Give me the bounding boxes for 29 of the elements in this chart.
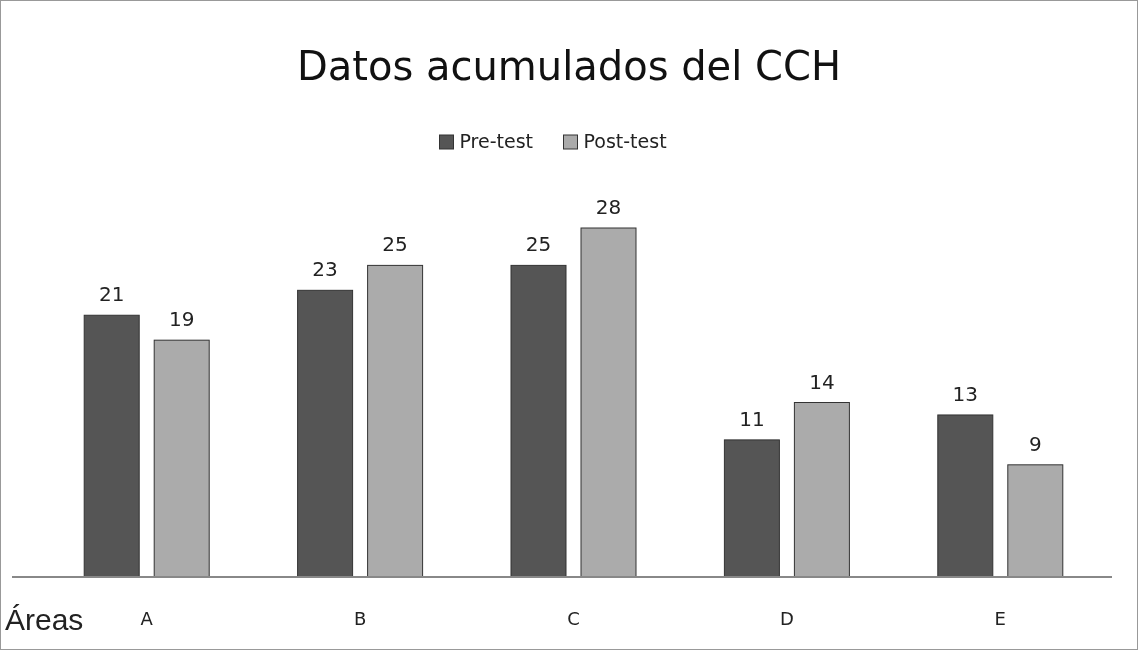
x-axis-title: Áreas xyxy=(5,603,84,636)
legend-label: Pre-test xyxy=(459,130,534,152)
data-label: 19 xyxy=(168,307,195,332)
data-label: 11 xyxy=(739,406,765,431)
bar xyxy=(723,439,780,578)
bar xyxy=(1007,464,1064,578)
data-label: 23 xyxy=(312,257,338,282)
bar xyxy=(367,264,424,578)
x-tick-label: C xyxy=(567,608,580,629)
bar xyxy=(793,402,850,578)
data-label: 28 xyxy=(595,195,622,219)
x-tick-label: E xyxy=(994,608,1006,629)
chart-title: Datos acumulados del CCH xyxy=(296,43,842,89)
data-label: 25 xyxy=(525,232,552,257)
data-label: 25 xyxy=(382,232,408,257)
bar xyxy=(83,314,140,578)
bar xyxy=(937,414,994,578)
legend-label: Post-test xyxy=(583,130,667,152)
bar xyxy=(510,264,567,578)
bar xyxy=(297,289,354,578)
data-label: 13 xyxy=(952,381,979,406)
data-label: 14 xyxy=(809,369,835,394)
data-label: 21 xyxy=(98,282,125,307)
x-tick-label: A xyxy=(140,608,154,629)
x-tick-label: D xyxy=(779,608,794,629)
bar xyxy=(153,339,210,578)
x-tick-label: B xyxy=(353,608,367,629)
data-label: 9 xyxy=(1028,431,1042,456)
bar xyxy=(580,227,637,578)
